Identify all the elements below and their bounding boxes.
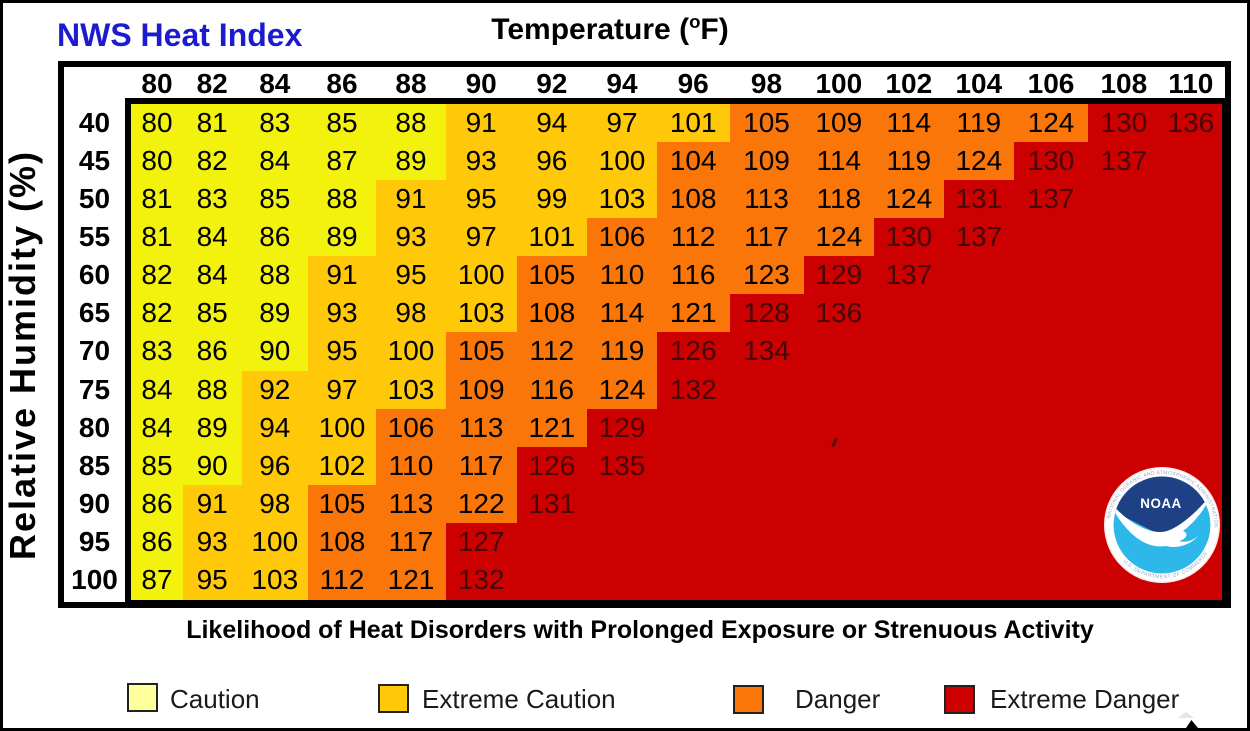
svg-text:NOAA: NOAA — [1140, 496, 1181, 511]
